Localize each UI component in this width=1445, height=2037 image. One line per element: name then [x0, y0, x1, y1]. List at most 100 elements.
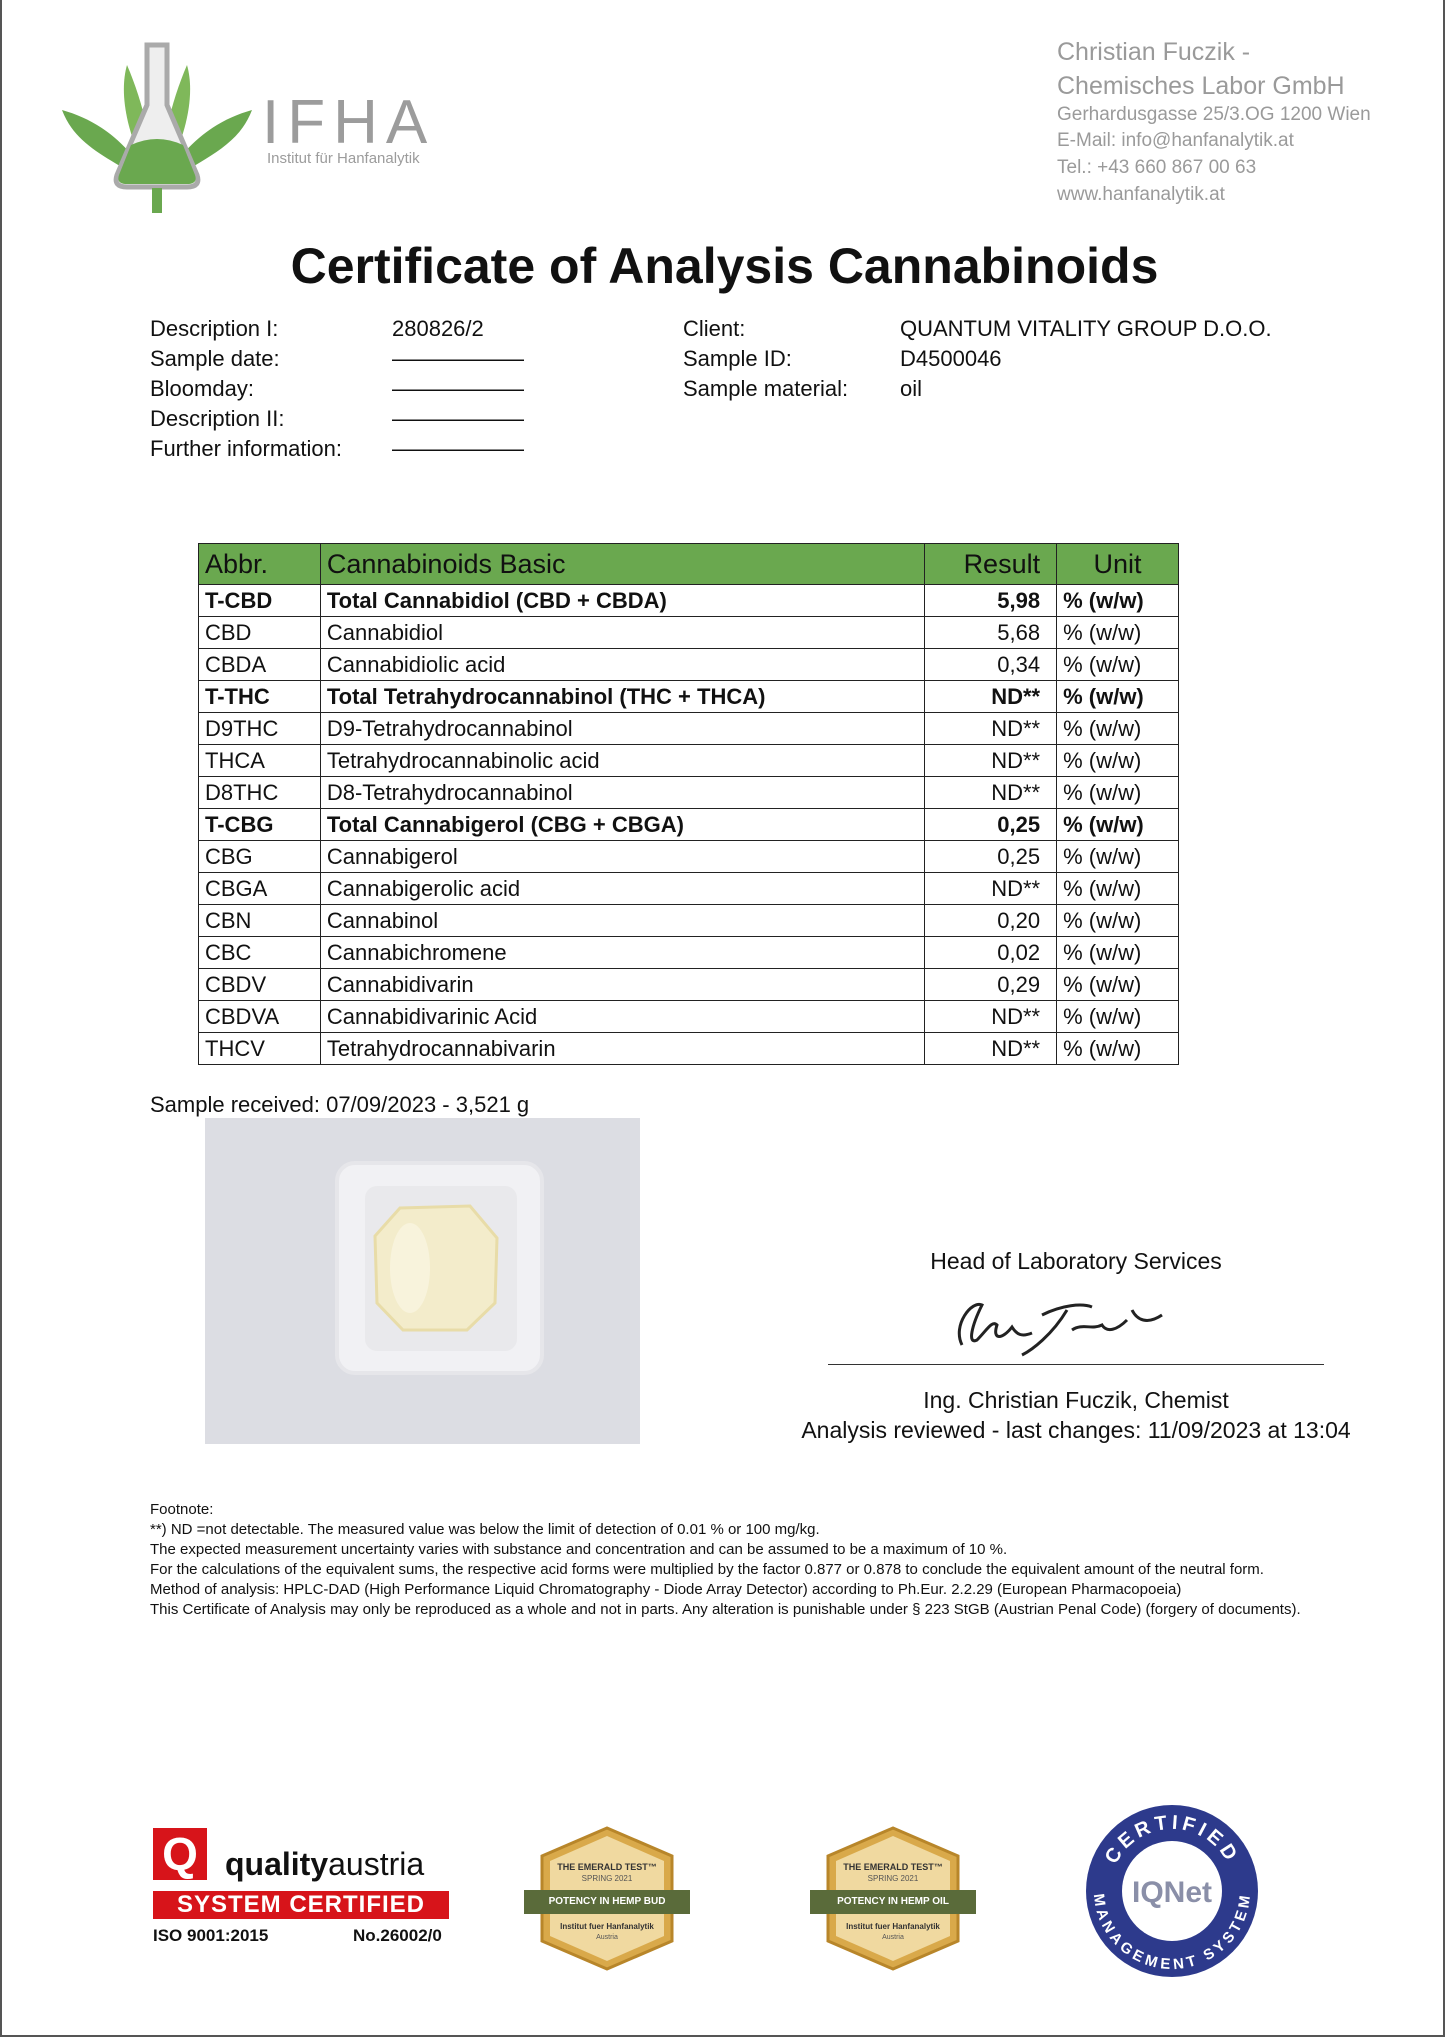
badge-season: SPRING 2021: [581, 1874, 633, 1883]
table-row: D9THC D9-Tetrahydrocannabinol ND**% (w/w): [198, 712, 1179, 745]
lab-address: Gerhardusgasse 25/3.OG 1200 Wien: [1057, 104, 1371, 125]
info-label: Description I:: [150, 316, 279, 341]
badge-lab: Institut fuer Hanfanalytik: [560, 1922, 654, 1931]
table-cell: ND**: [924, 680, 1058, 713]
info-label: Client:: [683, 316, 746, 341]
footnote-line: Method of analysis: HPLC-DAD (High Perfo…: [150, 1581, 1182, 1598]
qa-standard: ISO 9001:2015: [153, 1926, 269, 1945]
info-label: Description II:: [150, 406, 285, 431]
lab-name: Chemisches Labor GmbH: [1057, 72, 1345, 100]
footnote-line: This Certificate of Analysis may only be…: [150, 1601, 1301, 1618]
info-value: oil: [900, 376, 923, 401]
info-row: Client: QUANTUM VITALITY GROUP D.O.O.: [683, 314, 1272, 344]
table-cell: % (w/w): [1056, 808, 1179, 841]
lab-website: www.hanfanalytik.at: [1057, 184, 1225, 205]
table-cell: CBGA: [198, 872, 321, 905]
table-cell: Tetrahydrocannabinolic acid: [319, 744, 926, 777]
table-cell: % (w/w): [1056, 744, 1179, 777]
table-cell: Tetrahydrocannabivarin: [319, 1032, 926, 1065]
qa-brand-rest: austria: [328, 1846, 425, 1882]
footnote: Footnote: **) ND =not detectable. The mea…: [150, 1500, 1360, 1620]
table-cell: Cannabidiol: [319, 616, 926, 649]
table-row: CBC Cannabichromene 0,02% (w/w): [198, 936, 1179, 969]
table-cell: Cannabidivarin: [319, 968, 926, 1001]
table-cell: ND**: [924, 712, 1058, 745]
table-cell: CBD: [198, 616, 321, 649]
column-header: Result: [924, 543, 1058, 585]
lab-email: E-Mail: info@hanfanalytik.at: [1057, 130, 1294, 151]
table-row: CBD Cannabidiol 5,68% (w/w): [198, 616, 1179, 649]
table-cell: Total Cannabidiol (CBD + CBDA): [319, 584, 926, 617]
info-label: Sample ID:: [683, 346, 792, 371]
table-row: CBDVA Cannabidivarinic Acid ND**% (w/w): [198, 1000, 1179, 1033]
table-cell: % (w/w): [1056, 840, 1179, 873]
badge-title: THE EMERALD TEST™: [557, 1862, 657, 1872]
table-row: D8THC D8-Tetrahydrocannabinol ND**% (w/w): [198, 776, 1179, 809]
table-cell: THCA: [198, 744, 321, 777]
iqnet-name: IQNet: [1132, 1876, 1212, 1909]
badge-country: Austria: [596, 1934, 618, 1941]
qa-number: No.26002/0: [353, 1926, 442, 1945]
info-row: Sample material: oil: [683, 374, 1272, 404]
header-row: Abbr. Cannabinoids Basic Result Unit: [198, 543, 1179, 585]
info-row: Bloomday: ——————: [150, 374, 524, 404]
info-label: Sample material:: [683, 376, 849, 401]
table-cell: T-THC: [198, 680, 321, 713]
table-cell: T-CBD: [198, 584, 321, 617]
info-value: ——————: [392, 406, 524, 431]
table-row: CBDV Cannabidivarin 0,29% (w/w): [198, 968, 1179, 1001]
table-cell: ND**: [924, 776, 1058, 809]
table-cell: % (w/w): [1056, 776, 1179, 809]
table-cell: CBDV: [198, 968, 321, 1001]
info-value: ——————: [392, 376, 524, 401]
table-cell: D8-Tetrahydrocannabinol: [319, 776, 926, 809]
quality-austria-logo: Q qualityaustria SYSTEM CERTIFIED ISO 90…: [153, 1828, 453, 1948]
table-cell: Cannabidivarinic Acid: [319, 1000, 926, 1033]
info-value: QUANTUM VITALITY GROUP D.O.O.: [900, 316, 1272, 341]
table-cell: % (w/w): [1056, 1032, 1179, 1065]
footnote-line: For the calculations of the equivalent s…: [150, 1561, 1264, 1578]
review-date: Analysis reviewed - last changes: 11/09/…: [801, 1417, 1351, 1443]
signatory: Ing. Christian Fuczik, Chemist: [923, 1387, 1229, 1413]
table-cell: CBDA: [198, 648, 321, 681]
results-table: Abbr. Cannabinoids Basic Result Unit T-CBD T…: [198, 543, 1179, 1065]
qa-mark: Q: [153, 1828, 207, 1880]
badge-ribbon: POTENCY IN HEMP OIL: [837, 1896, 949, 1907]
table-row: T-CBG Total Cannabigerol (CBG + CBGA) 0,25…: [198, 808, 1179, 841]
table-body: T-CBD Total Cannabidiol (CBD + CBDA) 5,98%…: [198, 584, 1179, 1065]
table-cell: Total Tetrahydrocannabinol (THC + THCA): [319, 680, 926, 713]
logo-name: IFHA: [262, 88, 436, 157]
table-cell: Cannabinol: [319, 904, 926, 937]
table-cell: % (w/w): [1056, 904, 1179, 937]
badge-ribbon: POTENCY IN HEMP BUD: [548, 1896, 666, 1907]
table-cell: % (w/w): [1056, 648, 1179, 681]
info-row: Sample date: ——————: [150, 344, 524, 374]
table-cell: % (w/w): [1056, 1000, 1179, 1033]
table-cell: 0,25: [924, 808, 1058, 841]
table-cell: % (w/w): [1056, 680, 1179, 713]
table-cell: ND**: [924, 744, 1058, 777]
footnote-line: **) ND =not detectable. The measured val…: [150, 1521, 820, 1538]
emerald-badge: THE EMERALD TEST™ SPRING 2021 POTENCY IN H…: [522, 1826, 692, 1971]
table-cell: D8THC: [198, 776, 321, 809]
table-cell: 0,29: [924, 968, 1058, 1001]
table-cell: 0,25: [924, 840, 1058, 873]
info-value: 280826/2: [392, 316, 484, 341]
badge-lab: Institut fuer Hanfanalytik: [846, 1922, 940, 1931]
table-row: T-THC Total Tetrahydrocannabinol (THC + T…: [198, 680, 1179, 713]
table-row: T-CBD Total Cannabidiol (CBD + CBDA) 5,98%…: [198, 584, 1179, 617]
info-row: Description II: ——————: [150, 404, 524, 434]
table-cell: % (w/w): [1056, 872, 1179, 905]
info-label: Further information:: [150, 436, 342, 461]
table-cell: ND**: [924, 1000, 1058, 1033]
badge-shape: [524, 1826, 690, 1971]
logo-mark: [62, 42, 252, 213]
table-row: CBGA Cannabigerolic acid ND**% (w/w): [198, 872, 1179, 905]
table-cell: CBC: [198, 936, 321, 969]
qa-brand: qualityaustria: [225, 1846, 424, 1883]
signature-role: Head of Laboratory Services: [930, 1248, 1222, 1274]
table-row: THCA Tetrahydrocannabinolic acid ND**% (w/…: [198, 744, 1179, 777]
badge-season: SPRING 2021: [867, 1874, 919, 1883]
